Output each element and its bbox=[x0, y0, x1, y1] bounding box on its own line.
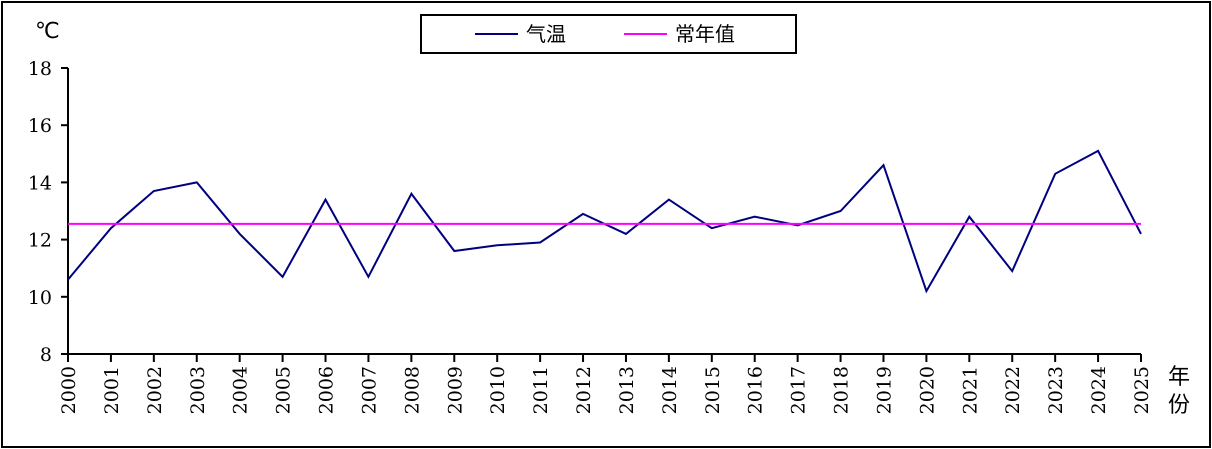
x-tick-label: 2018 bbox=[831, 366, 853, 414]
x-tick-label: 2015 bbox=[702, 366, 724, 414]
y-tick-label: 18 bbox=[28, 58, 52, 80]
legend-label-series-2: 常年值 bbox=[675, 22, 735, 46]
y-tick-label: 16 bbox=[28, 115, 52, 137]
y-axis-ticks: 8 10 12 14 16 18 bbox=[28, 58, 68, 366]
y-axis-unit-label: ℃ bbox=[35, 19, 60, 44]
x-tick-label: 2014 bbox=[659, 366, 681, 414]
x-tick-label: 2024 bbox=[1088, 366, 1110, 414]
y-tick-label: 8 bbox=[40, 344, 52, 366]
x-tick-label: 2001 bbox=[101, 366, 123, 414]
x-axis-ticks: 2000 2001 2002 2003 2004 2005 2006 2007 2008 2009… bbox=[58, 354, 1153, 414]
x-axis-unit-label-char-1: 年 bbox=[1168, 365, 1190, 390]
x-tick-label: 2009 bbox=[444, 366, 466, 414]
x-tick-label: 2012 bbox=[573, 366, 595, 414]
x-tick-label: 2011 bbox=[530, 366, 552, 414]
y-tick-label: 10 bbox=[28, 287, 52, 309]
x-tick-label: 2004 bbox=[230, 366, 252, 414]
x-tick-label: 2022 bbox=[1002, 366, 1024, 414]
x-tick-label: 2025 bbox=[1131, 366, 1153, 414]
x-tick-label: 2016 bbox=[745, 366, 767, 414]
x-tick-label: 2006 bbox=[316, 366, 338, 414]
x-tick-label: 2019 bbox=[873, 366, 895, 414]
x-tick-label: 2005 bbox=[273, 366, 295, 414]
x-tick-label: 2010 bbox=[487, 366, 509, 414]
x-tick-label: 2021 bbox=[959, 366, 981, 414]
x-tick-label: 2013 bbox=[616, 366, 638, 414]
x-axis-unit-label-char-2: 份 bbox=[1168, 393, 1190, 418]
x-tick-label: 2020 bbox=[916, 366, 938, 414]
x-tick-label: 2003 bbox=[187, 366, 209, 414]
y-tick-label: 14 bbox=[28, 172, 52, 194]
x-tick-label: 2000 bbox=[58, 366, 80, 414]
series-layer bbox=[67, 149, 1142, 294]
legend-label-series-1: 气温 bbox=[526, 22, 566, 46]
y-tick-label: 12 bbox=[28, 230, 52, 252]
x-tick-label: 2017 bbox=[788, 366, 810, 414]
legend: 气温 常年值 bbox=[420, 14, 797, 54]
series-line-1 bbox=[67, 149, 1142, 294]
x-tick-label: 2007 bbox=[358, 366, 380, 414]
x-tick-label: 2002 bbox=[144, 366, 166, 414]
x-tick-label: 2023 bbox=[1045, 366, 1067, 414]
x-tick-label: 2008 bbox=[401, 366, 423, 414]
